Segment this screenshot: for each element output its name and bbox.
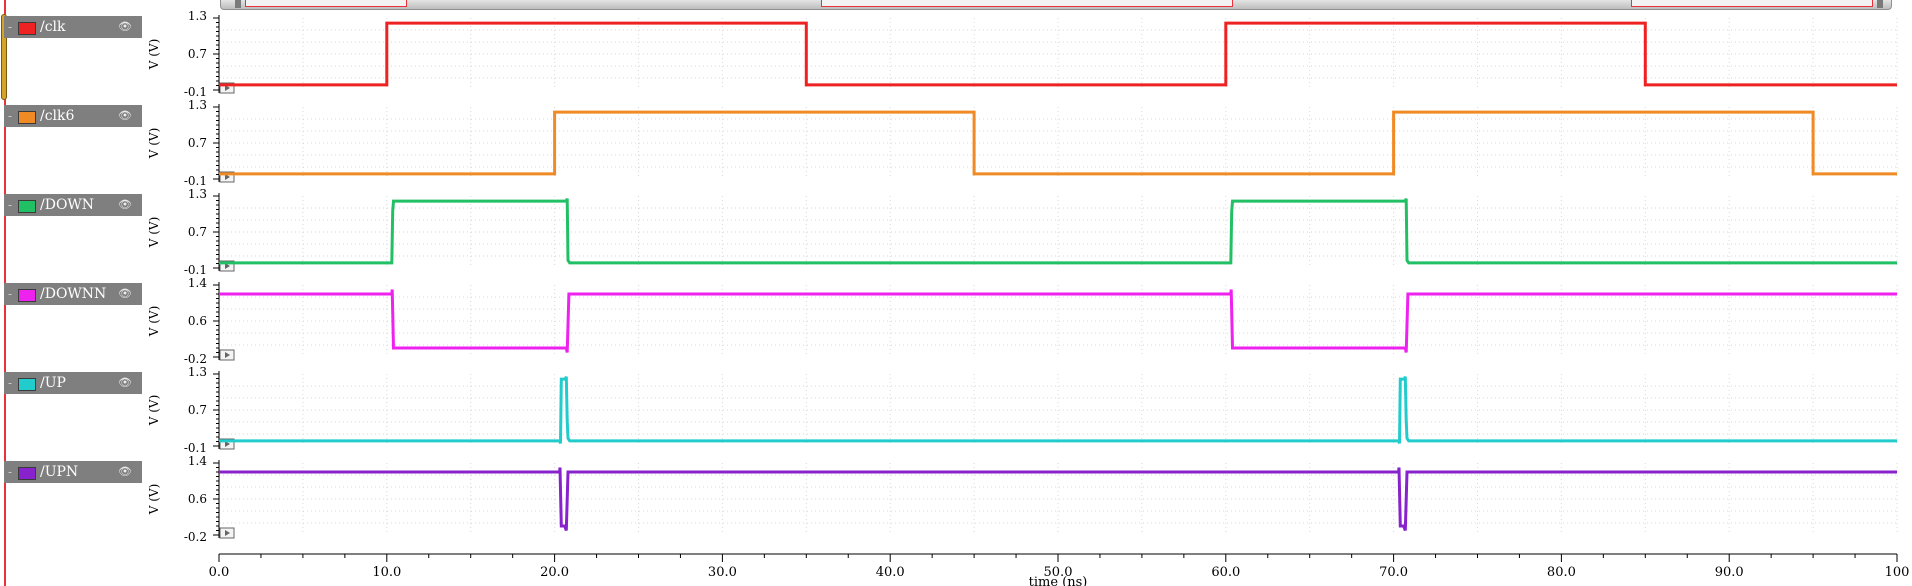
y-tick-label: 1.4 xyxy=(188,276,207,290)
signal-name: /clk6 xyxy=(40,108,75,124)
y-tick-label: -0.2 xyxy=(184,352,207,366)
y-tick-label: 1.3 xyxy=(188,365,207,379)
play-icon xyxy=(225,441,230,447)
visibility-eye-icon[interactable]: 👁 xyxy=(118,287,132,300)
y-tick-label: 1.4 xyxy=(188,454,207,468)
signal-label[interactable]: - /UPN 👁 xyxy=(4,461,142,483)
x-tick-label: 10.0 xyxy=(372,565,401,580)
y-tick-label: 0.7 xyxy=(188,136,207,150)
trace-line xyxy=(219,376,1897,444)
y-tick-label: -0.1 xyxy=(184,85,207,99)
y-tick-label: -0.1 xyxy=(184,174,207,188)
y-axis-label: V (V) xyxy=(147,395,161,427)
overview-window-2[interactable] xyxy=(821,0,1233,7)
color-swatch xyxy=(18,22,36,35)
axes-layer: 1.3 0.7 -0.1 V (V) 1.3 0.7 -0.1 V (V) 1.3 0.7 -0.1… xyxy=(147,9,235,544)
collapse-icon[interactable]: - xyxy=(8,109,13,123)
signal-name: /clk xyxy=(40,19,66,35)
visibility-eye-icon[interactable]: 👁 xyxy=(118,465,132,478)
overview-scrollbar[interactable] xyxy=(220,0,1892,10)
y-tick-label: -0.1 xyxy=(184,441,207,455)
collapse-icon[interactable]: - xyxy=(8,465,13,479)
x-axis: 0.0 10.0 20.0 30.0 40.0 50.0 60.0 70.0 80.0 90.0 1… xyxy=(209,553,1910,580)
y-axis-label: V (V) xyxy=(147,484,161,516)
collapse-icon[interactable]: - xyxy=(8,287,13,301)
color-swatch xyxy=(18,467,36,480)
signal-label[interactable]: - /UP 👁 xyxy=(4,372,142,394)
y-tick-label: 0.7 xyxy=(188,403,207,417)
y-tick-label: 0.6 xyxy=(188,314,207,328)
panel-grip-handle[interactable] xyxy=(1,14,7,100)
trace-line xyxy=(219,467,1897,532)
visibility-eye-icon[interactable]: 👁 xyxy=(118,376,132,389)
x-tick-label: 30.0 xyxy=(708,565,737,580)
scroll-right-knob[interactable] xyxy=(1877,0,1883,8)
signal-label[interactable]: - /DOWN 👁 xyxy=(4,194,142,216)
trace-line xyxy=(219,198,1897,265)
visibility-eye-icon[interactable]: 👁 xyxy=(118,109,132,122)
y-tick-label: 1.3 xyxy=(188,187,207,201)
x-tick-label: 80.0 xyxy=(1547,565,1576,580)
color-swatch xyxy=(18,289,36,302)
signal-name: /UP xyxy=(40,375,66,391)
y-tick-label: 0.6 xyxy=(188,492,207,506)
trace-line xyxy=(219,21,1897,87)
traces-layer xyxy=(219,21,1897,532)
color-swatch xyxy=(18,200,36,213)
y-axis-label: V (V) xyxy=(147,128,161,160)
signal-label[interactable]: - /clk6 👁 xyxy=(4,105,142,127)
overview-window-3[interactable] xyxy=(1631,0,1873,7)
y-axis-label: V (V) xyxy=(147,306,161,338)
x-tick-label: 50.0 xyxy=(1044,565,1073,580)
x-tick-label: 90.0 xyxy=(1715,565,1744,580)
signal-name: /UPN xyxy=(40,464,79,480)
y-tick-label: 1.3 xyxy=(188,9,207,23)
x-tick-label: 70.0 xyxy=(1379,565,1408,580)
x-axis-label: time (ns) xyxy=(1029,575,1088,586)
grid-layer xyxy=(218,18,1898,535)
collapse-icon[interactable]: - xyxy=(8,376,13,390)
play-icon xyxy=(225,530,230,536)
y-tick-label: 0.7 xyxy=(188,225,207,239)
y-tick-label: 0.7 xyxy=(188,47,207,61)
y-axis-label: V (V) xyxy=(147,39,161,71)
y-tick-label: -0.2 xyxy=(184,530,207,544)
visibility-eye-icon[interactable]: 👁 xyxy=(118,198,132,211)
play-icon xyxy=(225,85,230,91)
visibility-eye-icon[interactable]: 👁 xyxy=(118,20,132,33)
collapse-icon[interactable]: - xyxy=(8,198,13,212)
trace-line xyxy=(219,289,1897,353)
play-icon xyxy=(225,263,230,269)
signal-legend-panel: - /clk 👁 - /clk6 👁 - /DOWN 👁 - /DOWNN 👁 - /UP 👁 - /UPN 👁 xyxy=(0,0,150,586)
x-tick-label: 40.0 xyxy=(876,565,905,580)
color-swatch xyxy=(18,111,36,124)
play-icon xyxy=(225,174,230,180)
signal-name: /DOWN xyxy=(40,197,95,213)
y-tick-label: 1.3 xyxy=(188,98,207,112)
x-tick-label: 0.0 xyxy=(209,565,230,580)
x-tick-label: 100 xyxy=(1885,565,1910,580)
overview-window-1[interactable] xyxy=(245,0,407,7)
signal-label[interactable]: - /clk 👁 xyxy=(4,16,142,38)
x-tick-label: 60.0 xyxy=(1211,565,1240,580)
y-tick-label: -0.1 xyxy=(184,263,207,277)
signal-label[interactable]: - /DOWNN 👁 xyxy=(4,283,142,305)
trace-line xyxy=(219,110,1897,176)
play-icon xyxy=(225,352,230,358)
color-swatch xyxy=(18,378,36,391)
collapse-icon[interactable]: - xyxy=(8,20,13,34)
x-tick-label: 20.0 xyxy=(540,565,569,580)
y-axis-label: V (V) xyxy=(147,217,161,249)
signal-name: /DOWNN xyxy=(40,286,107,302)
scroll-left-knob[interactable] xyxy=(235,0,241,8)
